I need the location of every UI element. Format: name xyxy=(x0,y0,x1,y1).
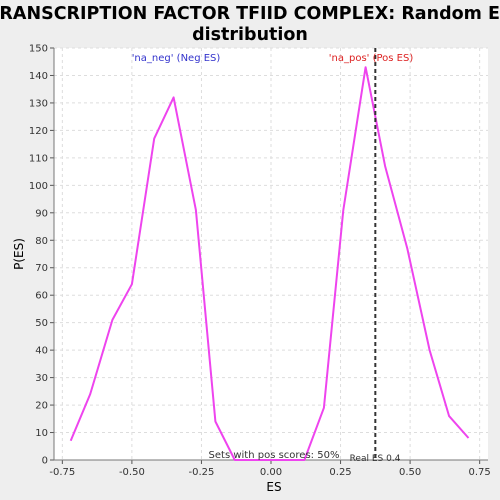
grid-lines xyxy=(54,47,488,461)
y-tick-label: 130 xyxy=(29,98,48,109)
real-es-label: Real ES 0.4 xyxy=(350,454,401,464)
y-tick-label: 30 xyxy=(35,373,48,384)
y-tick-label: 10 xyxy=(35,428,48,439)
pos-es-annotation: 'na_pos' (Pos ES) xyxy=(329,53,414,64)
chart-title-line2: distribution xyxy=(192,25,308,45)
y-tick-label: 150 xyxy=(29,44,48,55)
y-tick-label: 70 xyxy=(35,263,48,274)
sets-pos-scores-annotation: Sets with pos scores: 50% xyxy=(209,450,340,461)
y-tick-label: 60 xyxy=(35,291,48,302)
chart-title-line1: TRANSCRIPTION FACTOR TFIID COMPLEX: Rand… xyxy=(0,4,500,24)
y-tick-label: 100 xyxy=(29,181,48,192)
x-tick-label: 0.50 xyxy=(399,467,421,478)
y-tick-label: 0 xyxy=(42,456,48,467)
y-tick-label: 90 xyxy=(35,208,48,219)
y-tick-label: 80 xyxy=(35,236,48,247)
y-tick-label: 50 xyxy=(35,318,48,329)
series-layer xyxy=(69,66,470,461)
y-axis-label: P(ES) xyxy=(12,238,26,270)
series-line xyxy=(69,66,470,461)
x-tick-label: 0.25 xyxy=(329,467,351,478)
x-tick-label: 0.75 xyxy=(469,467,491,478)
y-tick-label: 20 xyxy=(35,401,48,412)
x-tick-label: 0.00 xyxy=(260,467,282,478)
y-tick-label: 110 xyxy=(29,153,48,164)
x-tick-label: -0.50 xyxy=(119,467,145,478)
neg-es-annotation: 'na_neg' (Neg ES) xyxy=(132,53,221,64)
x-tick-label: -0.25 xyxy=(189,467,215,478)
y-tick-label: 40 xyxy=(35,346,48,357)
y-tick-label: 140 xyxy=(29,71,48,82)
y-tick-label: 120 xyxy=(29,126,48,137)
x-axis-label: ES xyxy=(266,480,281,494)
x-tick-label: -0.75 xyxy=(49,467,75,478)
